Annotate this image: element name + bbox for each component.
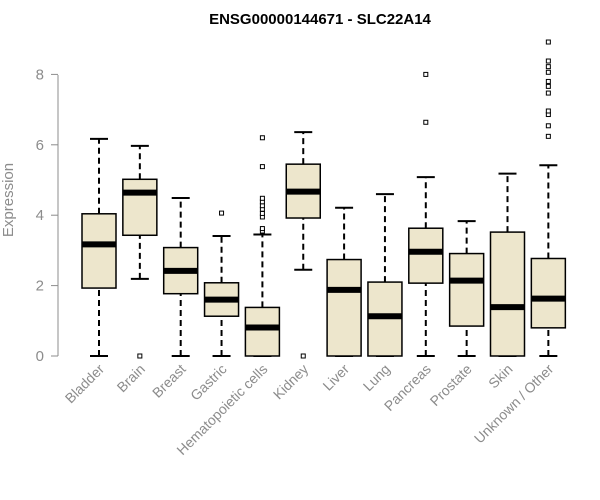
box-group	[408, 71, 444, 357]
outlier-point	[259, 164, 265, 170]
box-group	[162, 196, 199, 357]
outlier-point	[259, 226, 265, 232]
category-label: Lung	[360, 361, 393, 394]
category-label: Brain	[114, 361, 148, 395]
outlier-point	[137, 353, 143, 359]
outlier-point	[545, 78, 551, 84]
box-group	[244, 135, 281, 357]
category-label: Bladder	[62, 361, 108, 407]
box-group	[448, 220, 485, 357]
category-label: Prostate	[427, 361, 475, 409]
outlier-point	[545, 39, 551, 45]
outlier-point	[545, 90, 551, 96]
box-iqr	[408, 227, 444, 284]
outlier-point	[545, 58, 551, 64]
box-group	[367, 193, 403, 357]
outlier-point	[545, 69, 551, 75]
box-group	[285, 131, 321, 359]
y-tick-label: 8	[36, 66, 44, 83]
outlier-point	[423, 71, 429, 77]
outlier-point	[545, 64, 551, 70]
outlier-point	[259, 195, 265, 201]
box-iqr	[448, 252, 485, 327]
box-iqr	[489, 231, 526, 357]
box-group	[122, 144, 158, 359]
box-iqr	[244, 306, 281, 357]
box-iqr	[530, 257, 567, 329]
box-group	[326, 206, 362, 357]
y-tick-label: 6	[36, 137, 44, 154]
chart-title: ENSG00000144671 - SLC22A14	[209, 11, 431, 28]
box-group	[81, 137, 117, 357]
y-axis-label: Expression	[0, 163, 17, 237]
outlier-point	[545, 133, 551, 139]
outlier-point	[423, 119, 429, 125]
outlier-point	[545, 108, 551, 114]
box-iqr	[81, 213, 117, 289]
category-label: Kidney	[270, 361, 312, 403]
y-tick-label: 0	[36, 348, 44, 365]
box-group	[203, 210, 240, 357]
category-label: Skin	[485, 361, 516, 392]
outlier-point	[545, 83, 551, 89]
box-group	[489, 172, 526, 357]
outlier-point	[259, 135, 265, 141]
y-tick-label: 2	[36, 278, 44, 295]
outlier-point	[259, 210, 265, 216]
box-group	[530, 39, 567, 357]
y-axis-ticks: 0 2 4 6 8	[36, 66, 58, 365]
box-iqr	[122, 178, 158, 237]
box-iqr	[326, 258, 362, 357]
outlier-point	[300, 353, 306, 359]
category-label: Breast	[149, 361, 189, 401]
y-tick-label: 4	[36, 207, 44, 224]
category-label: Liver	[319, 361, 352, 394]
outlier-point	[219, 210, 225, 216]
boxes-group	[81, 39, 567, 359]
outlier-point	[545, 123, 551, 129]
